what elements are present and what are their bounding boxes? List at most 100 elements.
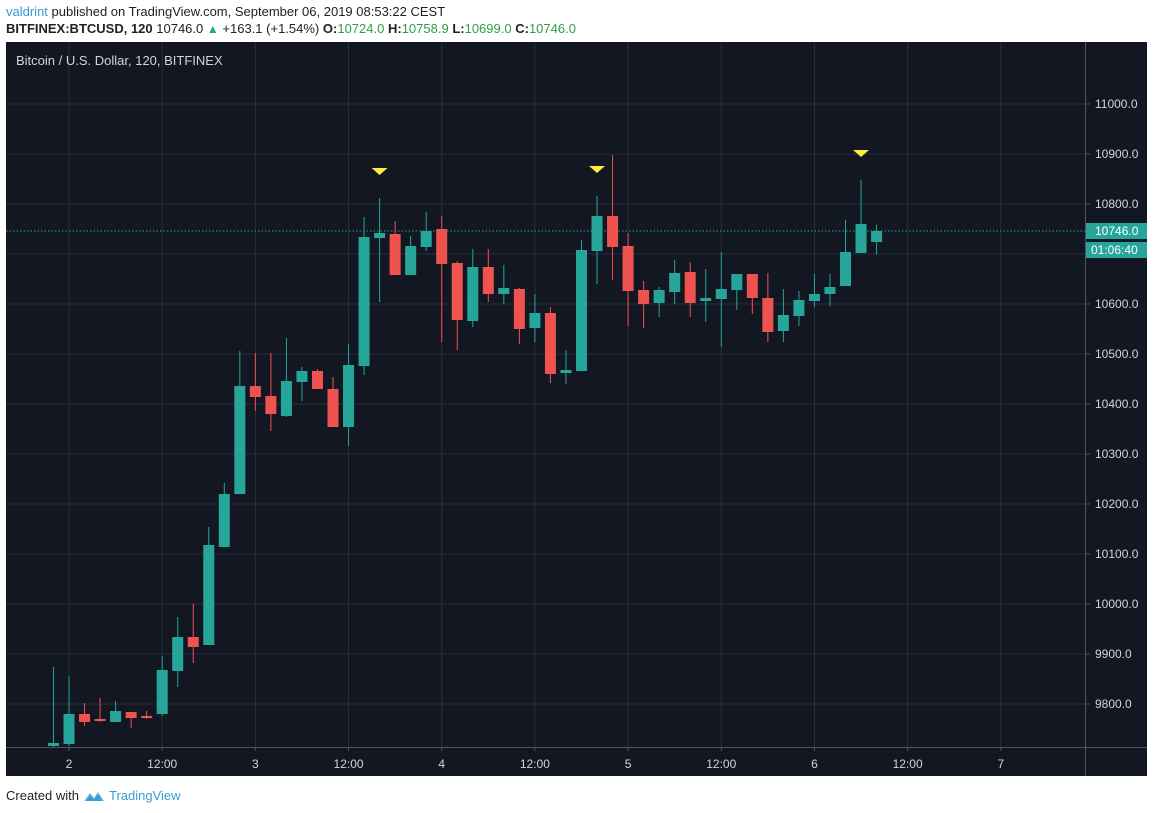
candle[interactable] — [234, 351, 246, 494]
candle[interactable] — [498, 265, 510, 304]
candle[interactable] — [63, 676, 75, 746]
candle[interactable] — [560, 350, 572, 384]
open-label: O: — [322, 21, 338, 36]
price-change: +163.1 (+1.54%) — [222, 21, 320, 36]
candles — [47, 155, 883, 748]
candle[interactable] — [420, 212, 432, 251]
candle[interactable] — [203, 527, 215, 645]
high-value: 10758.9 — [401, 21, 449, 36]
price-tick-label: 10500.0 — [1095, 347, 1139, 361]
time-tick-label: 12:00 — [893, 757, 923, 771]
candle[interactable] — [544, 307, 556, 383]
time-tick-label: 12:00 — [334, 757, 364, 771]
countdown-value: 01:06:40 — [1091, 243, 1138, 257]
candle[interactable] — [125, 712, 137, 728]
last-price-value: 10746.0 — [1095, 224, 1139, 238]
candle[interactable] — [808, 274, 820, 307]
candle[interactable] — [343, 344, 355, 446]
candle[interactable] — [94, 698, 106, 722]
candle[interactable] — [607, 155, 619, 280]
candle[interactable] — [529, 294, 541, 342]
candle[interactable] — [389, 221, 401, 275]
time-tick-label: 2 — [66, 757, 73, 771]
candle[interactable] — [265, 353, 277, 431]
time-tick-label: 12:00 — [147, 757, 177, 771]
candle[interactable] — [249, 353, 261, 411]
created-with-text: Created with — [6, 788, 79, 803]
candle[interactable] — [746, 274, 758, 314]
close-label: C: — [515, 21, 529, 36]
candle[interactable] — [855, 180, 867, 253]
candle[interactable] — [715, 252, 727, 347]
candle[interactable] — [638, 281, 650, 328]
candle[interactable] — [591, 196, 603, 284]
candle[interactable] — [436, 216, 448, 342]
candle[interactable] — [482, 249, 494, 302]
price-tick-label: 10200.0 — [1095, 497, 1139, 511]
candle[interactable] — [405, 236, 417, 275]
time-tick-label: 6 — [811, 757, 818, 771]
candle[interactable] — [824, 274, 836, 306]
candle[interactable] — [172, 617, 184, 687]
down-triangle-marker-icon — [853, 150, 870, 157]
down-triangle-marker-icon — [371, 168, 388, 175]
candle[interactable] — [47, 667, 59, 748]
candle[interactable] — [622, 233, 634, 326]
close-value: 10746.0 — [528, 21, 576, 36]
candle[interactable] — [451, 261, 463, 350]
candle[interactable] — [684, 262, 696, 317]
price-tick-label: 9800.0 — [1095, 697, 1132, 711]
tradingview-link[interactable]: TradingView — [108, 788, 181, 803]
candle[interactable] — [218, 483, 230, 547]
time-tick-label: 7 — [997, 757, 1004, 771]
candle[interactable] — [187, 604, 199, 663]
candle[interactable] — [762, 273, 774, 342]
candle[interactable] — [700, 269, 712, 322]
symbol-label: BITFINEX:BTCUSD, 120 — [6, 21, 153, 36]
candle[interactable] — [79, 703, 91, 726]
candle[interactable] — [653, 287, 665, 317]
candle[interactable] — [141, 711, 153, 719]
price-tick-label: 9900.0 — [1095, 647, 1132, 661]
candle[interactable] — [793, 291, 805, 326]
candle[interactable] — [358, 217, 370, 375]
candle[interactable] — [296, 367, 308, 401]
candle[interactable] — [467, 249, 479, 327]
price-tick-label: 11000.0 — [1095, 97, 1138, 111]
up-triangle-icon: ▲ — [206, 22, 219, 36]
time-axis[interactable]: 2 12:00 3 12:00 4 12:00 5 12:00 6 12:00 7 — [66, 747, 1005, 771]
last-price-label: 10746.0 — [1086, 223, 1147, 239]
candle[interactable] — [840, 220, 851, 286]
chart-legend-title: Bitcoin / U.S. Dollar, 120, BITFINEX — [16, 53, 223, 68]
candle[interactable] — [280, 338, 292, 417]
time-tick-label: 3 — [252, 757, 259, 771]
price-tick-label: 10900.0 — [1095, 147, 1139, 161]
candle[interactable] — [327, 377, 339, 427]
time-tick-label: 5 — [625, 757, 632, 771]
time-tick-label: 12:00 — [520, 757, 550, 771]
candle[interactable] — [575, 240, 587, 371]
footer: Created with TradingView — [6, 788, 181, 803]
down-triangle-marker-icon — [589, 166, 606, 173]
symbol-info: BITFINEX:BTCUSD, 120 10746.0 ▲ +163.1 (+… — [6, 21, 576, 36]
grid — [6, 42, 1085, 747]
candle[interactable] — [311, 369, 323, 389]
candle[interactable] — [731, 274, 743, 310]
price-tick-label: 10800.0 — [1095, 197, 1139, 211]
candle[interactable] — [374, 198, 386, 302]
candle[interactable] — [777, 289, 789, 342]
candle[interactable] — [513, 288, 525, 344]
candle[interactable] — [110, 701, 122, 722]
time-tick-label: 4 — [438, 757, 445, 771]
candle[interactable] — [871, 224, 883, 255]
publish-info: valdrint published on TradingView.com, S… — [6, 4, 445, 19]
candle[interactable] — [156, 656, 168, 716]
author-link[interactable]: valdrint — [6, 4, 48, 19]
price-tick-label: 10000.0 — [1095, 597, 1139, 611]
bar-countdown-label: 01:06:40 — [1086, 242, 1147, 258]
candle[interactable] — [669, 260, 681, 304]
price-tick-label: 10600.0 — [1095, 297, 1139, 311]
price-axis[interactable]: 11000.010900.010800.010700.010600.010500… — [1085, 97, 1139, 711]
published-text: published on TradingView.com, September … — [47, 4, 446, 19]
